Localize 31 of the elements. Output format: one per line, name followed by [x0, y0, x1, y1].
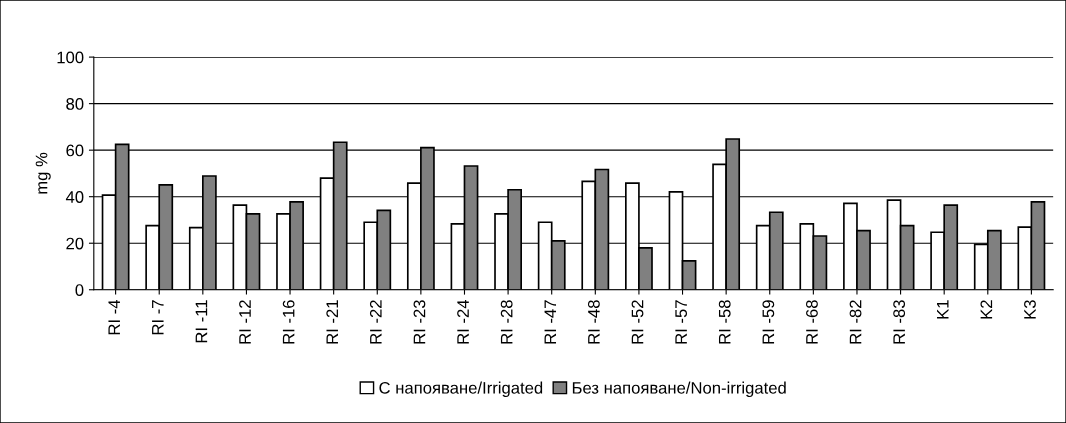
- y-tick-label: 0: [75, 284, 84, 296]
- x-tick-label: K2: [980, 300, 993, 319]
- x-tick-label: RI -28: [500, 300, 513, 344]
- x-tick-label: RI -21: [326, 300, 338, 344]
- x-tick-label: RI -82: [849, 300, 862, 344]
- x-tick-label: K3: [1024, 300, 1036, 319]
- x-tick-label: RI -24: [457, 299, 469, 344]
- x-tick-label: RI -59: [762, 300, 775, 344]
- legend-label: С напояване/Irrigated: [379, 381, 543, 398]
- x-tick-label: RI -47: [544, 300, 557, 344]
- x-tick-label: K1: [937, 300, 949, 319]
- y-tick-label: 80: [66, 98, 84, 110]
- x-tick-label: RI -16: [282, 300, 295, 344]
- x-tick-label: RI -52: [631, 300, 644, 344]
- x-tick-label: RI -68: [806, 300, 818, 344]
- x-tick-label: RI -11: [195, 300, 208, 343]
- x-tick-label: RI -22: [369, 300, 382, 344]
- x-tick-label: RI -57: [675, 300, 687, 344]
- x-tick-label: RI -58: [718, 300, 731, 344]
- x-tick-label: RI -48: [587, 300, 600, 344]
- y-axis-title: mg %: [35, 152, 51, 194]
- y-tick-label: 100: [57, 51, 84, 64]
- y-tick-label: 40: [65, 191, 84, 203]
- y-tick-label: 20: [66, 237, 84, 250]
- y-tick-label: 60: [66, 144, 84, 157]
- x-tick-label: RI -12: [239, 300, 251, 344]
- legend-label: Без напояване/Non-irrigated: [572, 381, 786, 398]
- x-tick-label: RI -4: [108, 299, 120, 335]
- x-tick-label: RI -7: [152, 300, 164, 335]
- x-tick-label: RI -83: [893, 300, 906, 344]
- x-tick-label: RI -23: [413, 300, 426, 344]
